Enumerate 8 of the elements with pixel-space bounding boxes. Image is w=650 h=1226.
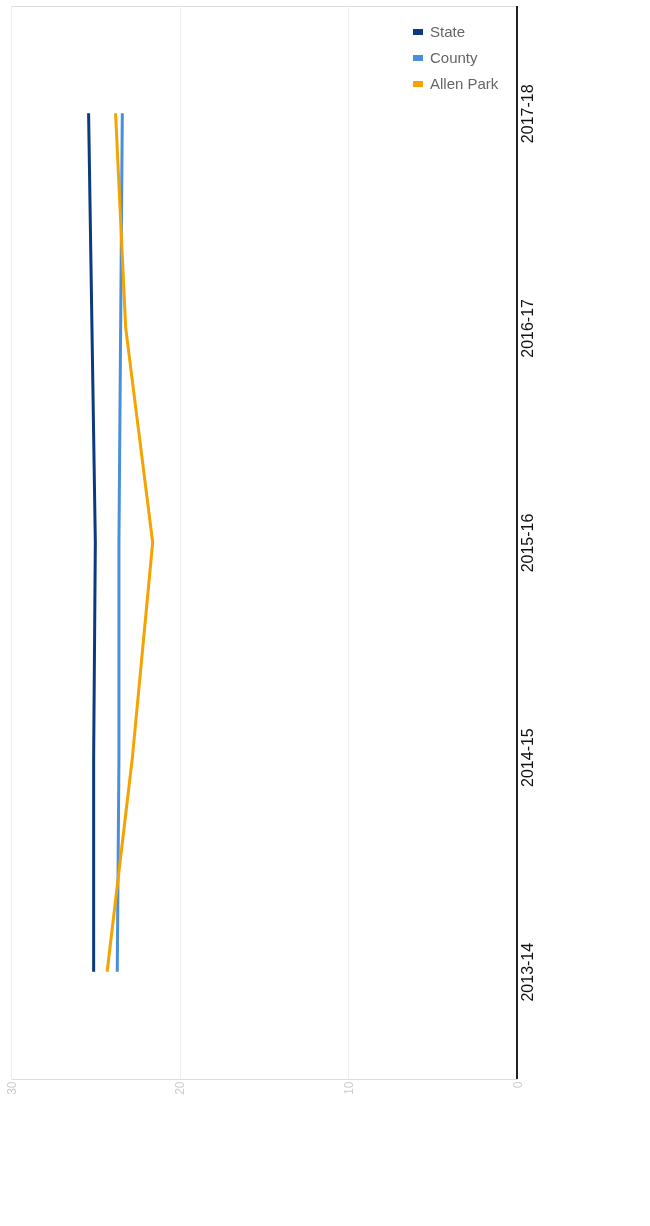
y-tick-label: 2015-16 [518, 513, 536, 573]
y-tick-label: 2014-15 [518, 728, 536, 787]
legend-label: County [430, 49, 479, 66]
legend-label: State [430, 23, 466, 40]
legend-label: Allen Park [430, 75, 499, 92]
y-tick-label: 2017-18 [518, 84, 536, 144]
y-tick-label: 2013-14 [518, 942, 536, 1002]
y-tick-label: 2016-17 [518, 298, 536, 358]
